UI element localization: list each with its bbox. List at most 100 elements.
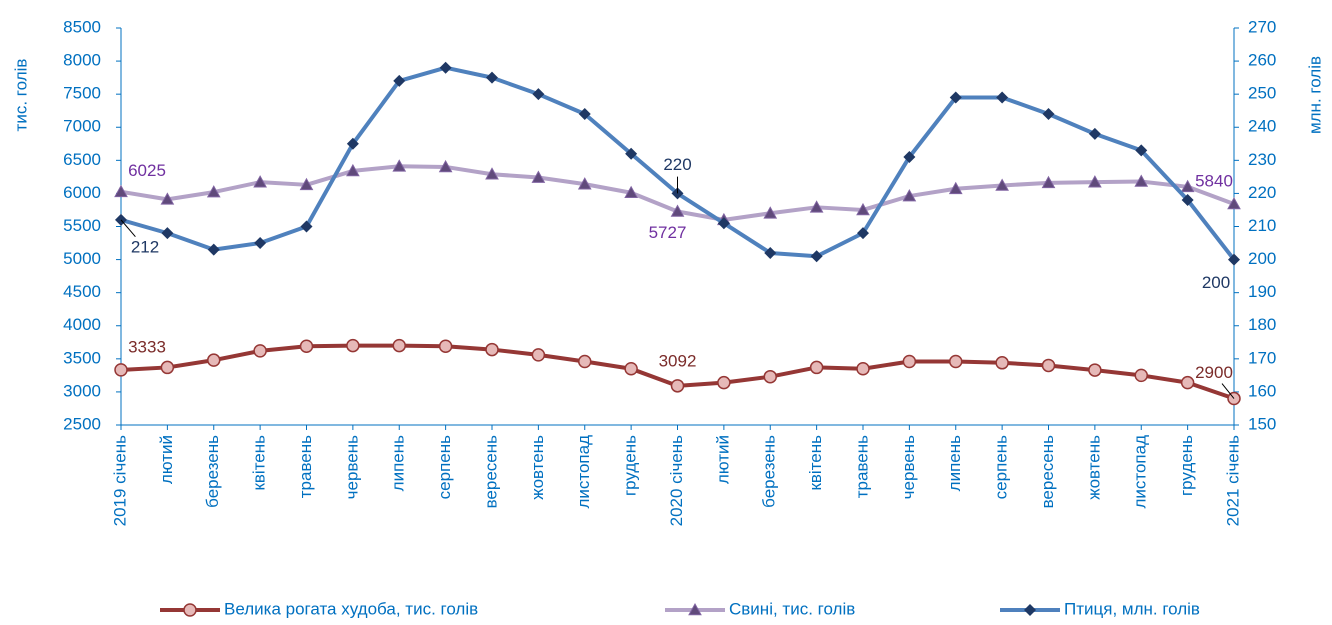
- x-tick-label: жовтень: [1084, 435, 1103, 500]
- marker: [531, 348, 546, 362]
- marker: [856, 202, 870, 216]
- marker: [949, 91, 962, 104]
- marker: [809, 360, 824, 375]
- marker: [1134, 174, 1149, 187]
- y2-tick-label: 270: [1248, 17, 1276, 36]
- y-tick-label: 3000: [63, 381, 101, 400]
- marker: [577, 177, 592, 190]
- marker: [1180, 375, 1195, 390]
- x-tick-label: грудень: [1177, 435, 1196, 496]
- y2-tick-label: 240: [1248, 117, 1276, 136]
- marker: [717, 217, 730, 230]
- x-tick-label: листопад: [574, 435, 593, 509]
- marker: [1227, 196, 1241, 210]
- x-tick-label: 2020 січень: [667, 435, 686, 527]
- data-label: 3333: [128, 337, 166, 356]
- legend-marker: [183, 603, 197, 617]
- data-label: 200: [1202, 273, 1230, 292]
- y-tick-label: 5000: [63, 249, 101, 268]
- marker: [299, 177, 314, 191]
- y-tick-label: 7000: [63, 117, 101, 136]
- y2-axis-title: млн. голів: [1305, 56, 1324, 134]
- marker: [254, 237, 267, 250]
- marker: [1181, 194, 1194, 207]
- data-label: 3092: [659, 351, 697, 370]
- marker: [717, 375, 731, 390]
- marker: [485, 167, 499, 180]
- x-tick-label: березень: [203, 435, 222, 508]
- y-tick-label: 6500: [63, 150, 101, 169]
- marker: [485, 342, 499, 357]
- marker: [207, 353, 221, 367]
- marker: [857, 227, 869, 240]
- marker: [763, 369, 777, 384]
- marker: [346, 137, 359, 150]
- data-label: 2900: [1195, 363, 1233, 382]
- leader-line: [1221, 383, 1235, 399]
- marker: [996, 91, 1009, 104]
- marker: [160, 360, 175, 375]
- x-tick-label: 2019 січень: [110, 435, 129, 527]
- x-tick-label: липень: [945, 435, 964, 491]
- x-tick-label: травень: [852, 435, 871, 498]
- marker: [624, 185, 638, 199]
- x-tick-label: серпень: [992, 435, 1011, 499]
- marker: [206, 185, 221, 198]
- marker: [1088, 175, 1102, 188]
- y2-tick-label: 230: [1248, 150, 1276, 169]
- x-tick-label: квітень: [250, 435, 269, 491]
- x-tick-label: жовтень: [528, 435, 547, 500]
- x-tick-label: грудень: [621, 435, 640, 496]
- y-tick-label: 4500: [63, 282, 101, 301]
- marker: [346, 338, 360, 353]
- y-tick-label: 3500: [63, 348, 101, 367]
- x-tick-label: вересень: [1038, 435, 1057, 509]
- marker: [392, 159, 407, 172]
- y2-tick-label: 260: [1248, 51, 1276, 70]
- x-tick-label: травень: [296, 435, 315, 498]
- data-label: 212: [131, 237, 159, 256]
- marker: [299, 339, 314, 354]
- y-tick-label: 5500: [63, 216, 101, 235]
- marker: [903, 151, 916, 164]
- y2-tick-label: 250: [1248, 84, 1276, 103]
- marker: [161, 227, 174, 240]
- legend-marker: [1024, 604, 1036, 616]
- legend-marker: [688, 602, 702, 616]
- data-label: 6025: [128, 161, 166, 180]
- marker: [393, 74, 406, 87]
- marker: [438, 339, 453, 354]
- marker: [114, 184, 128, 198]
- marker: [1134, 368, 1148, 383]
- marker: [949, 354, 963, 369]
- marker: [160, 192, 175, 205]
- legend-label: Свині, тис. голів: [729, 599, 855, 618]
- y-axis-title: тис. голів: [11, 59, 30, 132]
- leader-line: [120, 219, 136, 238]
- data-label: 5727: [649, 223, 687, 242]
- marker: [948, 181, 963, 195]
- marker: [902, 189, 917, 202]
- y-tick-label: 6000: [63, 183, 101, 202]
- marker: [624, 362, 638, 376]
- y-tick-label: 7500: [63, 84, 101, 103]
- x-tick-label: червень: [342, 435, 361, 499]
- marker: [578, 354, 592, 369]
- marker: [995, 178, 1009, 191]
- x-tick-label: лютий: [713, 435, 732, 484]
- marker: [1228, 253, 1240, 266]
- y2-tick-label: 220: [1248, 183, 1276, 202]
- marker: [1088, 363, 1102, 377]
- x-tick-label: 2021 січень: [1223, 435, 1242, 527]
- y-tick-label: 4000: [63, 315, 101, 334]
- marker: [1041, 175, 1056, 189]
- y2-tick-label: 170: [1248, 348, 1276, 367]
- legend-label: Велика рогата худоба, тис. голів: [224, 599, 478, 618]
- marker: [1180, 179, 1195, 193]
- data-label: 5840: [1195, 171, 1233, 190]
- y2-tick-label: 210: [1248, 216, 1276, 235]
- x-tick-label: липень: [389, 435, 408, 491]
- legend-label: Птиця, млн. голів: [1064, 599, 1200, 618]
- y-tick-label: 2500: [63, 414, 101, 433]
- y2-tick-label: 160: [1248, 381, 1276, 400]
